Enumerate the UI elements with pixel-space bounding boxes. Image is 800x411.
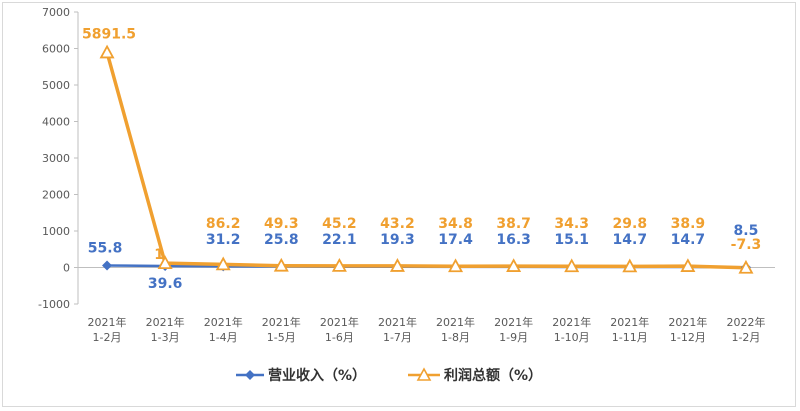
profit-data-label: 43.2 (380, 216, 415, 232)
profit-point-marker (448, 258, 464, 273)
x-category-label: 2021年 1-10月 (552, 315, 591, 344)
profit-point-marker (622, 258, 638, 273)
revenue-point-marker (102, 260, 113, 271)
legend-item-revenue[interactable]: 营业收入（%） (236, 367, 366, 384)
profit-point-marker (273, 257, 289, 272)
chart-frame (2, 2, 796, 407)
axes (77, 12, 775, 304)
profit-data-label: -7.3 (731, 237, 762, 253)
y-tick-label: 1000 (42, 225, 70, 238)
x-category-label: 2021年 1-2月 (88, 315, 127, 344)
x-category-label: 2022年 1-2月 (726, 315, 765, 344)
profit-data-label: 5891.5 (82, 26, 136, 42)
y-tick-label: 3000 (42, 152, 70, 165)
revenue-data-label: 14.7 (671, 232, 706, 248)
legend: 营业收入（%） 利润总额（%） (236, 367, 542, 384)
profit-data-label: 34.3 (554, 216, 589, 232)
revenue-data-label: 16.3 (496, 232, 531, 248)
revenue-data-label: 39.6 (148, 276, 183, 292)
profit-point-marker (215, 256, 231, 271)
x-category-label: 2021年 1-4月 (204, 315, 243, 344)
legend-revenue-label: 营业收入（%） (268, 367, 366, 384)
data-labels: 55.8 39.6 31.2 25.8 22.1 19.3 17.4 16.3 15.1 14.7… (82, 26, 761, 292)
profit-point-marker (99, 44, 115, 59)
profit-point-marker (331, 257, 347, 272)
y-tick-label: 6000 (42, 43, 70, 56)
profit-point-marker (389, 258, 405, 272)
y-tick-label: 5000 (42, 79, 70, 92)
x-category-label: 2021年 1-7月 (378, 315, 417, 344)
legend-profit-triangle-icon (416, 367, 432, 381)
revenue-data-label: 31.2 (206, 232, 241, 248)
x-category-label: 2021年 1-8月 (436, 315, 475, 344)
profit-point-marker (680, 258, 696, 272)
series-markers (99, 44, 754, 274)
y-tick-label: 0 (63, 262, 70, 275)
x-category-label: 2021年 1-12月 (668, 315, 707, 344)
profit-point-marker (564, 258, 580, 273)
y-axis-ticks: -1000 0 1000 2000 3000 4000 5000 6000 7000 (38, 6, 78, 311)
profit-series-line (105, 51, 747, 270)
revenue-data-label: 55.8 (88, 240, 123, 256)
revenue-data-label: 15.1 (554, 232, 589, 248)
y-tick-label: 7000 (42, 6, 70, 19)
x-category-label: 2021年 1-9月 (494, 315, 533, 344)
legend-item-profit[interactable]: 利润总额（%） (408, 367, 542, 384)
profit-data-label: 86.2 (206, 216, 241, 232)
profit-data-label: 45.2 (322, 216, 357, 232)
series-lines (105, 51, 747, 270)
revenue-data-label: 19.3 (380, 232, 415, 248)
profit-point-marker (506, 258, 522, 272)
revenue-data-label: 22.1 (322, 232, 357, 248)
profit-point-marker (738, 259, 754, 274)
profit-data-label: 49.3 (264, 216, 299, 232)
profit-data-label: 1 (154, 247, 164, 263)
profit-data-label: 38.7 (496, 216, 531, 232)
y-tick-label: 2000 (42, 189, 70, 202)
y-tick-label: -1000 (38, 298, 70, 311)
y-tick-label: 4000 (42, 116, 70, 129)
x-axis-categories: 2021年 1-2月 2021年 1-3月 2021年 1-4月 2021年 1-5月 2021… (88, 315, 766, 344)
x-category-label: 2021年 1-5月 (262, 315, 301, 344)
revenue-data-label: 17.4 (438, 232, 473, 248)
legend-profit-label: 利润总额（%） (444, 367, 542, 384)
revenue-data-label: 25.8 (264, 232, 299, 248)
profit-data-label: 29.8 (613, 216, 648, 232)
revenue-data-label: 14.7 (613, 232, 648, 248)
revenue-data-label: 8.5 (734, 223, 759, 239)
x-category-label: 2021年 1-3月 (146, 315, 185, 344)
profit-data-label: 38.9 (671, 216, 706, 232)
x-category-label: 2021年 1-11月 (610, 315, 649, 344)
legend-revenue-diamond-icon (245, 370, 255, 380)
profit-data-label: 34.8 (438, 216, 473, 232)
profit-point-marker (157, 255, 173, 270)
x-category-label: 2021年 1-6月 (320, 315, 359, 344)
